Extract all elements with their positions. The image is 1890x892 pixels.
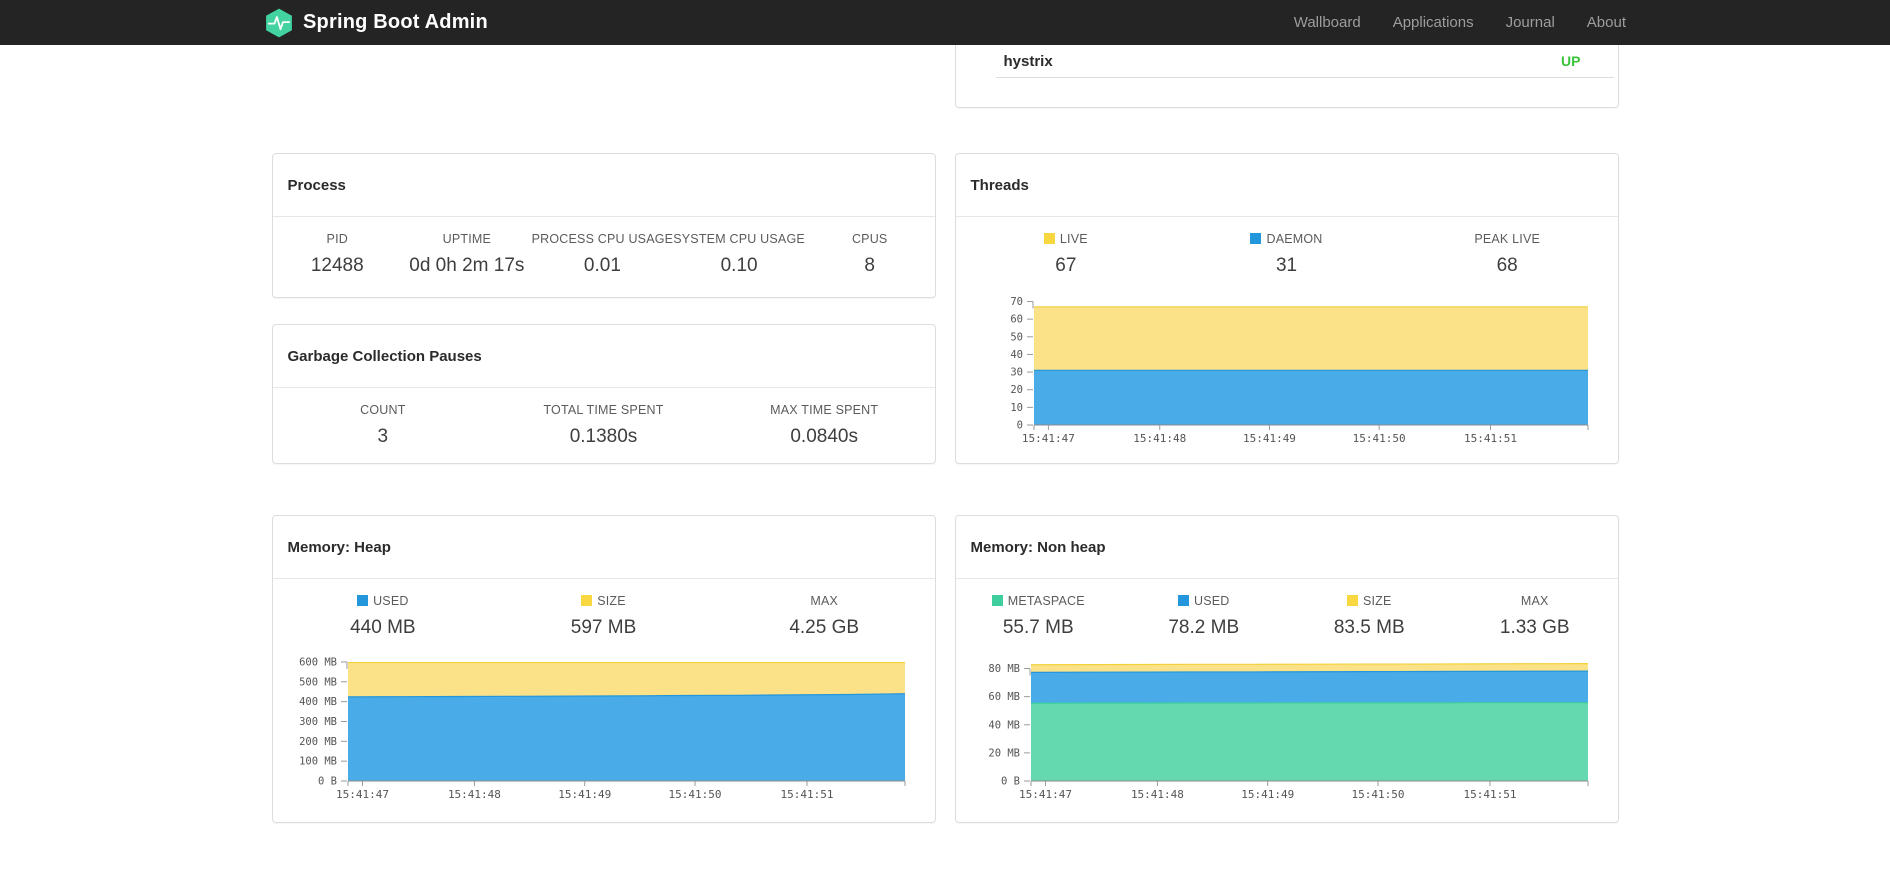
legend-swatch [991,595,1003,606]
svg-text:15:41:49: 15:41:49 [1242,432,1295,445]
stat-nonheap-max: MAX 1.33 GB [1499,594,1570,638]
legend-swatch [581,595,593,606]
svg-text:15:41:51: 15:41:51 [780,788,833,801]
svg-text:15:41:50: 15:41:50 [1351,788,1404,801]
stat-cpus: CPUS 8 [851,232,888,276]
svg-text:0: 0 [1016,420,1022,432]
health-card: hystrix UP [954,45,1619,108]
navbar-brand[interactable]: Spring Boot Admin [264,8,488,38]
memory-heap-card-title: Memory: Heap [287,538,391,556]
svg-text:80 MB: 80 MB [988,663,1020,675]
health-status-badge: UP [1561,53,1581,69]
stat-nonheap-size: SIZE 83.5 MB [1333,594,1405,638]
svg-text:30: 30 [1010,367,1023,379]
svg-text:15:41:48: 15:41:48 [1130,788,1183,801]
process-card: Process PID 12488 UPTIME 0d 0h 2m 17s PR… [271,153,936,298]
stat-heap-max: MAX 4.25 GB [789,594,860,638]
process-stats: PID 12488 UPTIME 0d 0h 2m 17s PROCESS CP… [273,217,935,277]
stat-heap-used: USED 440 MB [350,594,416,638]
svg-text:15:41:48: 15:41:48 [1133,432,1186,445]
svg-text:20: 20 [1010,384,1023,396]
threads-card: Threads LIVE 67 DAEMON 31 PEAK LIVE 68 0… [954,153,1619,464]
gc-card-title: Garbage Collection Pauses [287,347,482,365]
threads-card-title: Threads [970,176,1029,194]
svg-text:40: 40 [1010,349,1023,361]
gc-card-header: Garbage Collection Pauses [272,325,935,388]
legend-swatch [357,595,369,606]
stat-threads-daemon: DAEMON 31 [1176,232,1397,277]
memory-heap-stats: USED 440 MB SIZE 597 MB MAX 4.25 GB [273,579,935,639]
stat-heap-size: SIZE 597 MB [570,594,637,638]
svg-text:15:41:49: 15:41:49 [1241,788,1294,801]
svg-text:15:41:47: 15:41:47 [1018,788,1071,801]
legend-swatch [1043,233,1055,244]
svg-text:100 MB: 100 MB [299,756,337,768]
stat-uptime: UPTIME 0d 0h 2m 17s [409,232,525,276]
svg-text:400 MB: 400 MB [299,696,337,708]
memory-nonheap-card-header: Memory: Non heap [955,516,1618,579]
stat-nonheap-metaspace: METASPACE 55.7 MB [956,594,1122,639]
stat-threads-live: LIVE 67 [956,232,1177,277]
top-navbar: Spring Boot Admin Wallboard Applications… [0,0,1890,45]
health-service-name: hystrix [1003,52,1053,70]
legend-swatch [1250,233,1262,244]
pulse-logo-icon [266,8,292,37]
threads-card-header: Threads [955,154,1618,217]
nav-item-about[interactable]: About [1586,14,1626,31]
stat-pid: PID 12488 [310,232,364,276]
gc-stats: COUNT 3 TOTAL TIME SPENT 0.1380s MAX TIM… [273,388,935,448]
stat-system-cpu: SYSTEM CPU USAGE 0.10 [673,232,805,276]
stat-gc-total-time: TOTAL TIME SPENT 0.1380s [543,403,664,447]
svg-text:15:41:47: 15:41:47 [1021,432,1074,445]
legend-swatch [1177,595,1189,606]
svg-text:15:41:47: 15:41:47 [335,788,388,801]
svg-text:15:41:51: 15:41:51 [1463,788,1516,801]
health-row-divider [995,77,1614,78]
stat-threads-peak-live: PEAK LIVE 68 [1474,232,1541,276]
memory-heap-card: Memory: Heap USED 440 MB SIZE 597 MB MAX… [271,515,936,823]
nav-item-journal[interactable]: Journal [1505,14,1555,31]
stat-gc-max-time: MAX TIME SPENT 0.0840s [770,403,879,447]
svg-text:15:41:48: 15:41:48 [447,788,500,801]
svg-text:50: 50 [1010,331,1023,343]
nav-item-applications[interactable]: Applications [1392,14,1474,31]
svg-text:10: 10 [1010,402,1023,414]
memory-nonheap-card-title: Memory: Non heap [970,538,1106,556]
svg-text:15:41:50: 15:41:50 [668,788,721,801]
stat-process-cpu: PROCESS CPU USAGE 0.01 [531,232,674,276]
svg-text:300 MB: 300 MB [299,716,337,728]
stat-gc-count: COUNT 3 [360,403,406,447]
threads-chart: 0 10 20 30 40 50 60 70 15:41:47 15:41:48 15:41:49 1… [956,291,1618,453]
svg-text:40 MB: 40 MB [988,719,1020,731]
main-content: Process PID 12488 UPTIME 0d 0h 2m 17s PR… [271,45,1619,823]
legend-swatch [1346,595,1358,606]
svg-text:15:41:51: 15:41:51 [1464,432,1517,445]
memory-heap-card-header: Memory: Heap [272,516,935,579]
navbar-menu: Wallboard Applications Journal About [1278,0,1626,45]
svg-text:70: 70 [1010,296,1023,308]
svg-text:500 MB: 500 MB [299,676,337,688]
svg-text:15:41:50: 15:41:50 [1352,432,1405,445]
svg-text:15:41:49: 15:41:49 [558,788,611,801]
app-title: Spring Boot Admin [303,11,488,33]
svg-text:20 MB: 20 MB [988,747,1020,759]
memory-nonheap-stats: METASPACE 55.7 MB USED 78.2 MB SIZE 83.5… [956,579,1618,639]
svg-text:60 MB: 60 MB [988,691,1020,703]
gc-card: Garbage Collection Pauses COUNT 3 TOTAL … [271,324,936,464]
svg-text:60: 60 [1010,314,1023,326]
svg-text:0 B: 0 B [1001,776,1020,788]
health-row-hystrix: hystrix UP [956,45,1618,77]
process-card-header: Process [272,154,935,217]
memory-nonheap-card: Memory: Non heap METASPACE 55.7 MB USED … [954,515,1619,823]
svg-text:600 MB: 600 MB [299,656,337,668]
svg-text:200 MB: 200 MB [299,736,337,748]
memory-nonheap-chart: 0 B 20 MB 40 MB 60 MB 80 MB 15:41:47 15:41:48 1… [956,651,1618,809]
threads-stats: LIVE 67 DAEMON 31 PEAK LIVE 68 [956,217,1618,277]
svg-text:0 B: 0 B [318,776,337,788]
process-card-title: Process [287,176,346,194]
nav-item-wallboard[interactable]: Wallboard [1293,14,1361,31]
memory-heap-chart: 0 B 100 MB 200 MB 300 MB 400 MB 500 MB 600 MB 1… [273,651,935,809]
stat-nonheap-used: USED 78.2 MB [1168,594,1240,638]
